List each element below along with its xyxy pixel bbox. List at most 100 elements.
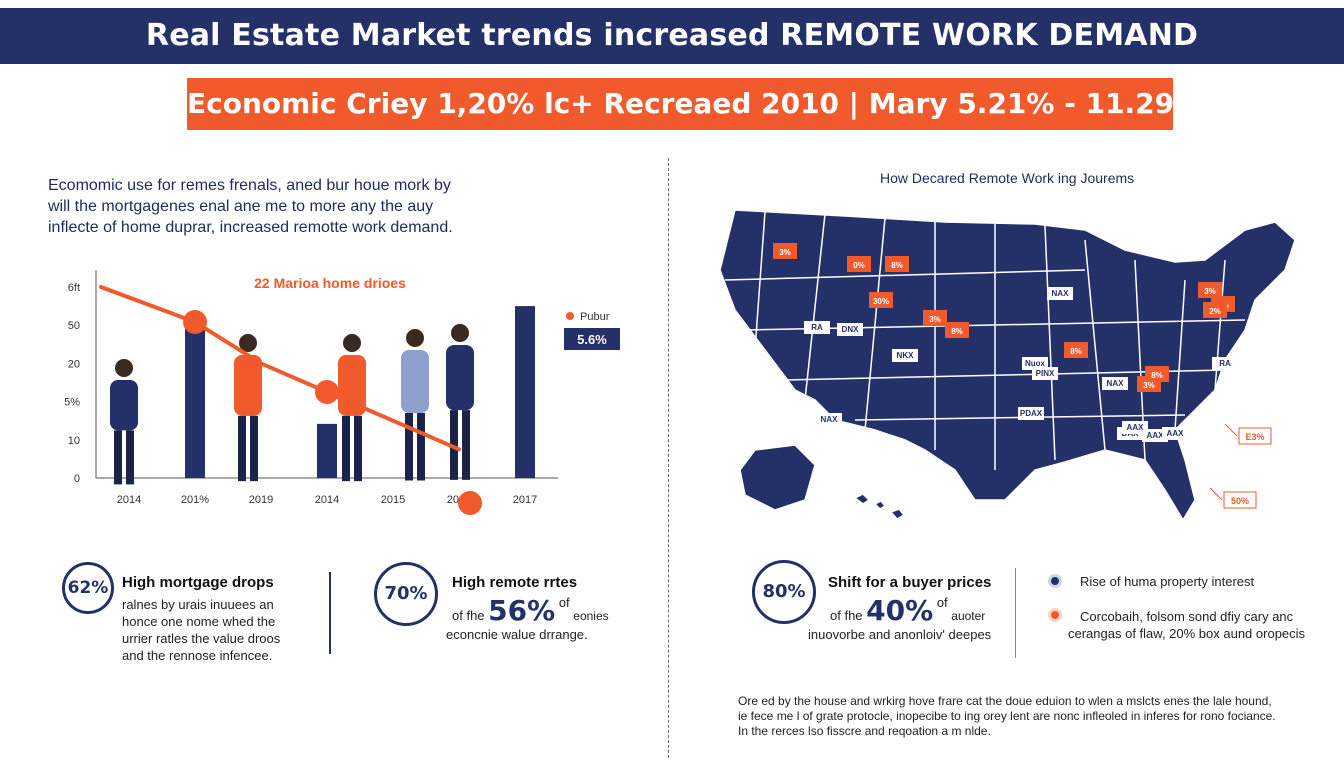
state-label: PDAX [1020, 409, 1043, 418]
map-marker-label: 3% [779, 248, 791, 257]
map-marker [1145, 366, 1169, 382]
chart-bar [185, 318, 205, 478]
stat-description: econcnie walue drrange. [446, 627, 588, 642]
x-tick-label: 201% [181, 494, 209, 506]
stat-divider [329, 572, 331, 654]
stat-circle: 62% [62, 562, 114, 614]
legend-text: Rise of huma property interest [1080, 574, 1255, 589]
person-body [401, 350, 429, 413]
state-label: AAX [1147, 431, 1165, 440]
map-marker [885, 256, 909, 272]
y-tick-label: 6ft [68, 282, 80, 294]
map-marker-label: 30% [873, 297, 889, 306]
person-illustration [401, 329, 429, 481]
state-label: AAX [1127, 423, 1145, 432]
person-illustration [110, 359, 138, 485]
legend-value-box [564, 328, 620, 350]
intro-line: will the mortgagenes enal ane me to more… [48, 198, 434, 215]
intro-line: inflecte of home duprar, increased remot… [48, 219, 453, 236]
map-marker [1203, 302, 1227, 318]
state-label: NAX [821, 415, 839, 424]
state-label: RA [811, 323, 823, 332]
stat-line: honce one nome whed the [122, 614, 276, 629]
intro-text: Ecomomic use for remes frenals, aned bur… [48, 175, 518, 238]
x-tick-label: 2017 [513, 494, 537, 506]
stat-post: of [558, 595, 570, 610]
state-label-box [1162, 427, 1188, 440]
stat-divider [1015, 568, 1016, 658]
stat-line: and the rennose infencee. [122, 648, 273, 663]
state-label-box [1212, 357, 1238, 370]
footnote-line: Ore ed by the house and wrkirg hove frar… [738, 694, 1272, 708]
person-leg [342, 415, 350, 482]
legend-label: Pubur [580, 311, 610, 323]
stat-circle: 70% [374, 562, 438, 626]
state-label-box [816, 413, 842, 426]
person-leg [450, 410, 458, 480]
map-marker-label: 3% [1204, 287, 1216, 296]
stats-banner: Economic Criey 1,20% lc+ Recreaed 2010 |… [187, 78, 1226, 130]
chart-title: 22 Marioa home drioes [254, 275, 406, 291]
stat-side: eonies [573, 609, 609, 623]
state-label: NAX [1107, 379, 1125, 388]
person-illustration [234, 334, 262, 482]
stat-description: inuovorbe and anonloiv' deepes [808, 627, 992, 642]
callout-line [1224, 423, 1238, 437]
state-label-box [837, 323, 863, 336]
map-marker [869, 292, 893, 308]
callout-box [1223, 491, 1257, 509]
chart-bar [515, 306, 535, 478]
person-head [239, 334, 257, 352]
map-title: How Decared Remote Work ing Jourems [880, 170, 1135, 186]
chart-legend: Pubur 5.6% [564, 311, 620, 350]
stat-circle: 80% [752, 560, 816, 624]
callout-label: E3% [1245, 432, 1264, 442]
person-leg [354, 415, 362, 482]
map-marker-label: 8% [951, 327, 963, 336]
state-label-box [804, 321, 830, 334]
person-leg [462, 410, 470, 480]
x-tick-label: 2014 [117, 494, 141, 506]
state-label-box [1047, 287, 1073, 300]
chart-line [99, 285, 461, 452]
legend-dot-navy [1048, 574, 1062, 588]
state-label-box [1122, 421, 1148, 434]
alaska-shape [739, 444, 816, 511]
y-tick-label: 0 [74, 473, 80, 485]
state-label-box [1032, 367, 1058, 380]
person-leg [114, 430, 122, 485]
us-map: NAXDNXPDAXNAXRANKXNAXRADAXAAXPINXNuoxAAX… [719, 209, 1296, 522]
chart-point [315, 380, 339, 405]
footnote-line: In the rerces lso fisscre and reqoation … [738, 724, 991, 738]
person-body [234, 355, 262, 416]
stat-pre: of fhe [830, 608, 863, 623]
person-head [451, 324, 469, 342]
state-label-box [1018, 407, 1044, 420]
map-marker-label: 3% [1143, 381, 1155, 390]
map-marker [945, 322, 969, 338]
stat-figure-row: of fhe 56% of eonies [452, 596, 609, 631]
map-marker [1198, 282, 1222, 298]
stat-title: Shift for a buyer prices [828, 574, 992, 591]
stat-line: ralnes by urais inuuees an [122, 597, 274, 612]
intro-line: Ecomomic use for remes frenals, aned bur… [48, 177, 451, 194]
page-title: Real Estate Market trends increased REMO… [145, 18, 1199, 53]
person-head [406, 329, 424, 347]
stat-pre: of fhe [452, 608, 485, 623]
banner-text: Economic Criey 1,20% lc+ Recreaed 2010 |… [187, 87, 1226, 120]
y-tick-label: 20 [68, 358, 80, 370]
stat-big-number: 40% [866, 594, 934, 627]
stat-line: urrier ratles the value droos [122, 631, 281, 646]
section-divider [668, 158, 669, 758]
legend-value: 5.6% [577, 332, 607, 347]
stat-post: of [936, 595, 948, 610]
person-leg [250, 415, 258, 482]
stat-title: High mortgage drops [122, 574, 274, 591]
state-label: PINX [1036, 369, 1055, 378]
map-marker-label: 8% [1151, 371, 1163, 380]
state-label: NKX [897, 351, 915, 360]
map-marker-label: 8% [891, 261, 903, 270]
stat-big-number: 56% [488, 594, 556, 627]
person-leg [405, 413, 413, 481]
legend-text: cerangas of flaw, 20% box aund oropecis [1068, 626, 1306, 641]
